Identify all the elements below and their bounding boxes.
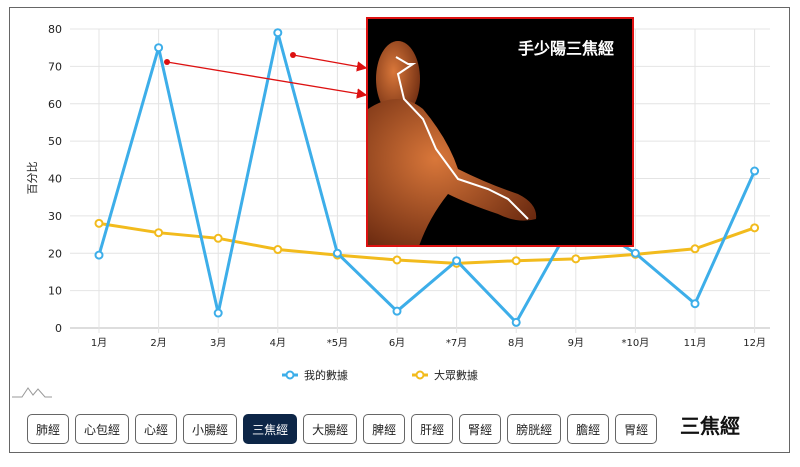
y-tick-label: 20 (48, 247, 62, 260)
figure-title: 手少陽三焦經 (517, 39, 614, 58)
x-tick-label: 8月 (508, 337, 524, 349)
legend-marker (415, 370, 425, 380)
meridian-button[interactable]: 胃經 (615, 414, 658, 444)
legend-label: 我的數據 (304, 368, 348, 382)
data-point (213, 233, 223, 243)
data-point (154, 228, 164, 238)
x-tick-label: 6月 (389, 337, 405, 349)
x-tick-label: 1月 (91, 337, 107, 349)
data-point (213, 308, 223, 318)
mountain-logo-icon (12, 387, 52, 398)
x-tick-label: 9月 (568, 337, 584, 349)
data-point (273, 28, 283, 38)
meridian-button[interactable]: 心經 (135, 414, 178, 444)
series-line (98, 221, 756, 265)
data-point (511, 256, 521, 266)
chart-frame (9, 7, 790, 453)
y-tick-label: 30 (48, 210, 62, 223)
meridian-button[interactable]: 腎經 (459, 414, 502, 444)
data-point (94, 218, 104, 228)
data-point (94, 250, 104, 260)
meridian-button[interactable]: 三焦經 (243, 414, 298, 444)
meridian-button[interactable]: 肺經 (27, 414, 70, 444)
legend-marker (285, 370, 295, 380)
data-point (750, 223, 760, 233)
data-point (392, 306, 402, 316)
y-tick-label: 80 (48, 23, 62, 36)
meridian-button[interactable]: 膽經 (567, 414, 610, 444)
data-point (392, 255, 402, 265)
y-tick-label: 70 (48, 60, 62, 73)
data-point (273, 245, 283, 255)
data-point (630, 248, 640, 258)
meridian-figure: 手少陽三焦經 (366, 17, 634, 247)
data-point (332, 248, 342, 258)
data-point (154, 43, 164, 53)
meridian-button[interactable]: 肝經 (411, 414, 454, 444)
meridian-button[interactable]: 小腸經 (183, 414, 238, 444)
data-point (750, 166, 760, 176)
legend-label: 大眾數據 (434, 368, 478, 382)
data-point (690, 244, 700, 254)
x-tick-label: *10月 (622, 337, 650, 349)
y-tick-label: 40 (48, 173, 62, 186)
meridian-button[interactable]: 大腸經 (303, 414, 358, 444)
meridian-button[interactable]: 膀胱經 (507, 414, 562, 444)
meridian-button[interactable]: 心包經 (75, 414, 130, 444)
meridian-button[interactable]: 脾經 (363, 414, 406, 444)
x-tick-label: 2月 (150, 337, 166, 349)
x-tick-label: 12月 (743, 337, 766, 349)
line-chart: 0 10 20 30 40 50 60 70 80 1月 2月 3月 4月 *5月 6月 *7月 8月 9月 *10… (12, 23, 770, 398)
y-tick-label: 10 (48, 285, 62, 298)
annotation-arrow (166, 61, 368, 99)
series-line (97, 32, 756, 325)
y-tick-label: 60 (48, 98, 62, 111)
current-meridian-title: 三焦經 (680, 414, 740, 438)
data-point (452, 256, 462, 266)
data-point (571, 254, 581, 264)
x-tick-label: *7月 (446, 337, 467, 349)
y-tick-label: 0 (55, 322, 62, 335)
x-tick-label: 11月 (684, 337, 707, 349)
x-tick-label: 3月 (210, 337, 226, 349)
y-axis-label: 百分比 (26, 162, 39, 195)
meridian-button-group: 肺經 心包經 心經 小腸經 三焦經 大腸經 脾經 肝經 腎經 膀胱經 膽經 胃經 (27, 414, 658, 444)
annotation-arrow (292, 54, 368, 72)
x-tick-label: 4月 (270, 337, 286, 349)
data-point (690, 299, 700, 309)
data-point (511, 317, 521, 327)
y-tick-label: 50 (48, 135, 62, 148)
x-tick-label: *5月 (327, 337, 348, 349)
